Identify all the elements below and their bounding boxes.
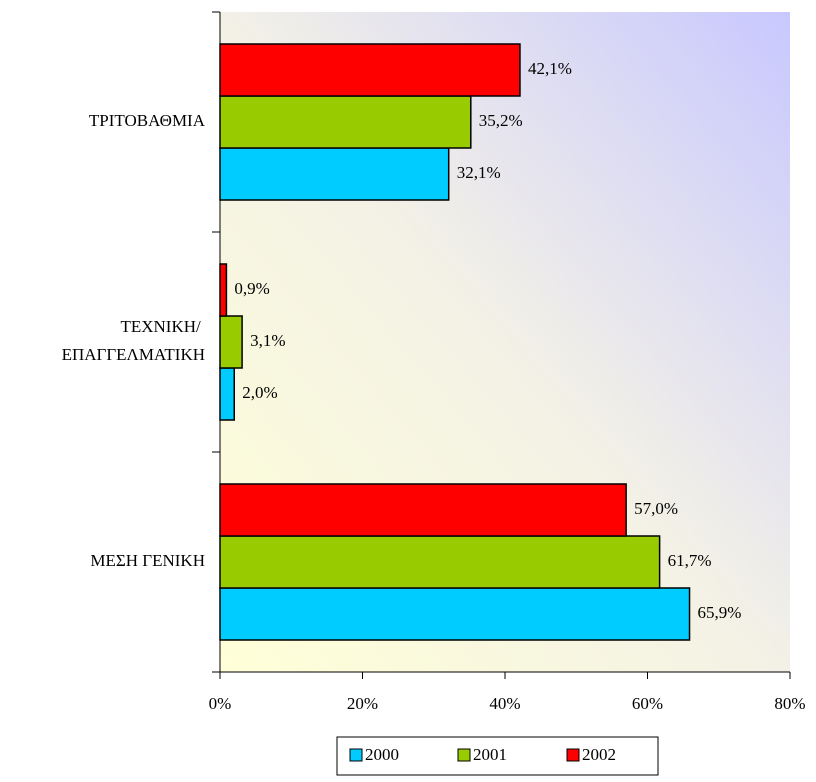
value-label: 65,9% [698, 603, 742, 622]
bar [219, 147, 450, 201]
bar [219, 315, 243, 369]
y-tick-label: ΤΕΧΝΙΚΗ/ ΕΠΑΓΓΕΛΜΑΤΙΚΗ [62, 317, 205, 364]
value-label: 2,0% [242, 383, 277, 402]
bar [219, 535, 661, 589]
x-tick-label: 80% [774, 694, 805, 713]
bar [219, 367, 235, 421]
legend-label: 2002 [582, 745, 616, 764]
bar [219, 95, 472, 149]
x-tick-label: 0% [209, 694, 232, 713]
value-label: 32,1% [457, 163, 501, 182]
y-tick-label: ΤΡΙΤΟΒΑΘΜΙΑ [89, 111, 206, 130]
value-label: 42,1% [528, 59, 572, 78]
value-label: 3,1% [250, 331, 285, 350]
bar [219, 587, 691, 641]
legend-swatch [457, 748, 471, 762]
value-label: 57,0% [634, 499, 678, 518]
x-tick-label: 20% [347, 694, 378, 713]
x-tick-label: 60% [632, 694, 663, 713]
legend-label: 2001 [473, 745, 507, 764]
legend-label: 2000 [365, 745, 399, 764]
bar [219, 483, 627, 537]
legend-swatch [349, 748, 363, 762]
value-label: 61,7% [668, 551, 712, 570]
bar [219, 263, 228, 317]
value-label: 35,2% [479, 111, 523, 130]
bar [219, 43, 521, 97]
value-label: 0,9% [234, 279, 269, 298]
legend-swatch [566, 748, 580, 762]
y-tick-label: ΜΕΣΗ ΓΕΝΙΚΗ [90, 551, 205, 570]
x-tick-label: 40% [489, 694, 520, 713]
legend [336, 736, 659, 776]
